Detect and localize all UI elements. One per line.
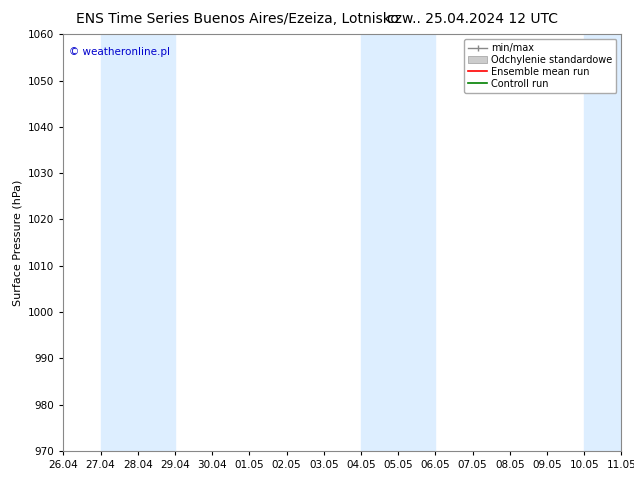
Bar bbox=[101, 34, 175, 451]
Bar bbox=[584, 34, 621, 451]
Legend: min/max, Odchylenie standardowe, Ensemble mean run, Controll run: min/max, Odchylenie standardowe, Ensembl… bbox=[464, 39, 616, 93]
Y-axis label: Surface Pressure (hPa): Surface Pressure (hPa) bbox=[13, 179, 23, 306]
Text: czw.. 25.04.2024 12 UTC: czw.. 25.04.2024 12 UTC bbox=[387, 12, 558, 26]
Text: ENS Time Series Buenos Aires/Ezeiza, Lotnisko: ENS Time Series Buenos Aires/Ezeiza, Lot… bbox=[76, 12, 399, 26]
Bar bbox=[361, 34, 436, 451]
Text: © weatheronline.pl: © weatheronline.pl bbox=[69, 47, 170, 57]
